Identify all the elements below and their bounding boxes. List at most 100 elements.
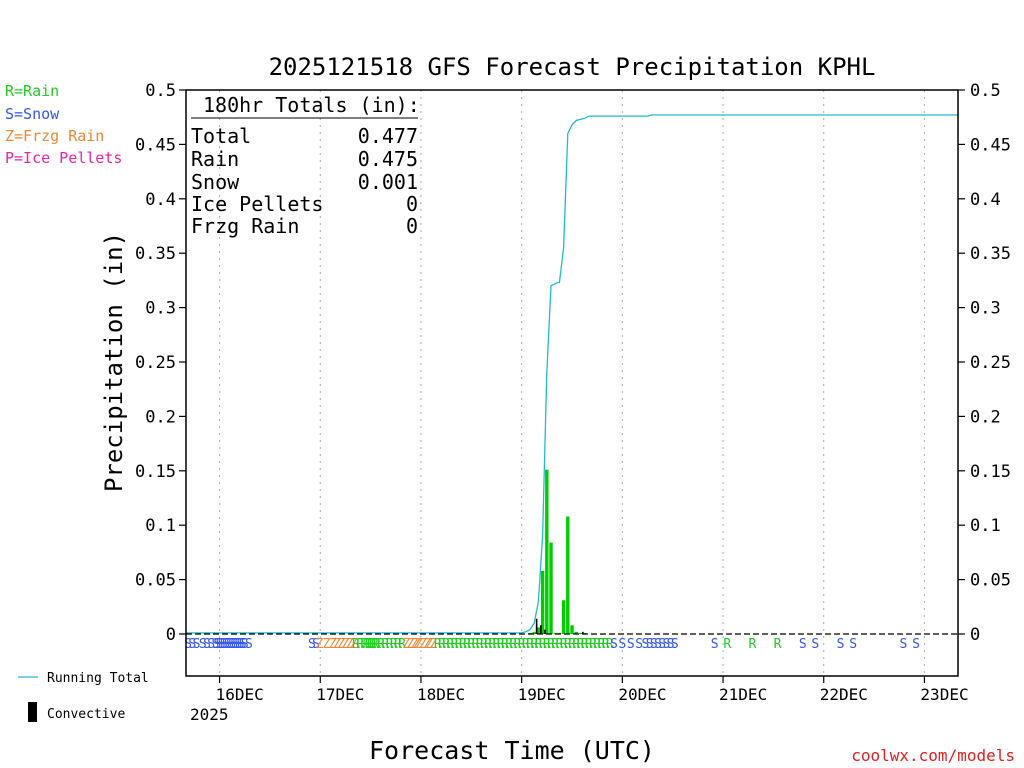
y-tick-label-right-3: 0.15 [970,462,1011,482]
ptype-marker-100: S [627,637,635,652]
ptype-marker-86: R [560,637,568,652]
ptype-marker-91: R [581,637,589,652]
ptype-marker-62: R [459,637,467,652]
ptype-marker-48: Z [407,637,415,652]
ptype-marker-23: S [312,637,320,652]
ptype-marker-28: Z [337,637,345,652]
y-tick-label-right-0: 0 [970,625,980,645]
ptype-marker-4: S [203,637,211,652]
totals-label-snow: Snow [191,170,240,194]
ptype-marker-81: R [539,637,547,652]
ptype-marker-52: Z [419,637,427,652]
running-total-line [186,114,958,634]
legend-ice-pellets: P=Ice Pellets [5,149,122,167]
ptype-marker-95: R [597,637,605,652]
year-label: 2025 [190,705,229,724]
ptype-marker-13: S [226,637,234,652]
ptype-marker-56: R [434,637,442,652]
ptype-marker-41: R [377,637,385,652]
ptype-marker-96: R [602,637,610,652]
ptype-marker-103: S [646,637,654,652]
legend-freezing-rain: Z=Frzg Rain [5,127,104,145]
totals-label-ice-pellets: Ice Pellets [191,192,323,216]
precip-bars [528,469,587,634]
ptype-marker-75: R [514,637,522,652]
x-tick-label-6: 22DEC [820,685,868,704]
ptype-marker-63: R [463,637,471,652]
ptype-marker-24: Z [316,637,324,652]
ptype-marker-73: R [505,637,513,652]
ptype-marker-115: S [811,637,819,652]
y-tick-label-left-4: 0.2 [145,407,176,427]
ptype-marker-117: S [849,637,857,652]
ptype-marker-46: R [398,637,406,652]
convective-legend-label: Convective [47,707,125,722]
y-tick-label-right-10: 0.5 [970,81,1001,101]
y-tick-label-right-8: 0.4 [970,190,1001,210]
chart-title: 2025121518 GFS Forecast Precipitation KP… [269,53,876,81]
ptype-marker-106: S [658,637,666,652]
convective-legend-swatch [28,702,37,722]
y-axis-right: 0 0.05 0.1 0.15 0.2 0.25 0.3 0.35 0.4 0.45 0.5 [958,81,1011,645]
ptype-marker-36: R [365,637,373,652]
ptype-marker-65: R [472,637,480,652]
ptype-marker-61: R [455,637,463,652]
ptype-marker-19: S [239,637,247,652]
ptype-marker-82: R [543,637,551,652]
convective-bar-2 [544,629,546,634]
ptype-marker-39: R [371,637,379,652]
x-tick-label-7: 23DEC [920,685,968,704]
x-axis-label: Forecast Time (UTC) [369,736,655,765]
ptype-marker-30: Z [346,637,354,652]
ptype-marker-93: R [589,637,597,652]
convective-bar-0 [535,618,538,634]
ptype-marker-8: S [216,637,224,652]
ptype-marker-50: Z [413,637,421,652]
ptype-marker-25: Z [323,637,331,652]
ptype-marker-6: S [211,637,219,652]
ptype-marker-98: S [610,637,618,652]
ptype-marker-88: R [568,637,576,652]
x-tick-label-3: 19DEC [518,685,566,704]
ptype-marker-84: R [551,637,559,652]
precip-bar-9 [566,516,570,634]
precip-bar-1 [532,631,536,634]
ptype-marker-35: R [362,637,370,652]
y-axis-label: Precipitation (in) [100,232,128,492]
plot-frame [185,89,959,677]
ptype-marker-102: S [642,637,650,652]
totals-value-snow: 0.001 [358,170,418,194]
ptype-marker-0: S [184,637,192,652]
ptype-marker-83: R [547,637,555,652]
precip-bar-5 [549,542,553,634]
ptype-marker-57: R [438,637,446,652]
ptype-marker-34: R [360,637,368,652]
totals-value-total: 0.477 [358,124,418,148]
ptype-marker-55: Z [430,637,438,652]
ptype-marker-118: S [900,637,908,652]
y-tick-label-left-2: 0.1 [145,516,176,536]
ptype-marker-12: S [224,637,232,652]
totals-label-total: Total [191,124,251,148]
ptype-marker-113: R [774,637,782,652]
y-tick-label-right-4: 0.2 [970,407,1001,427]
ptype-marker-2: S [193,637,201,652]
ptype-marker-33: R [356,637,364,652]
x-tick-label-5: 21DEC [719,685,767,704]
ptype-marker-110: S [711,637,719,652]
ptype-marker-38: R [369,637,377,652]
ptype-marker-18: S [237,637,245,652]
ptype-marker-60: R [451,637,459,652]
ptype-marker-53: Z [423,637,431,652]
ptype-marker-40: R [373,637,381,652]
y-tick-label-left-7: 0.35 [135,244,176,264]
ptype-marker-15: S [230,637,238,652]
ptype-marker-97: R [606,637,614,652]
ptype-marker-20: S [241,637,249,652]
ptype-marker-77: R [522,637,530,652]
convective-bar-1 [540,625,542,634]
ptype-marker-85: R [555,637,563,652]
ptype-marker-32: R [352,637,360,652]
